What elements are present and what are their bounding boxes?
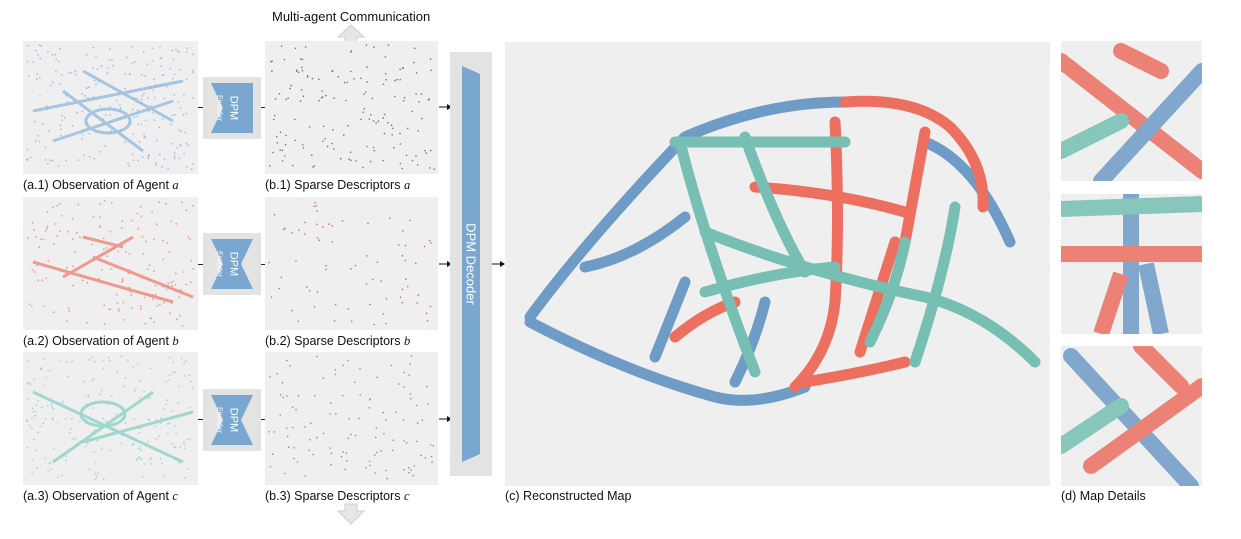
observation-caption-a: (a.1) Observation of Agent a xyxy=(23,178,179,192)
reconstructed-map-panel xyxy=(505,42,1050,486)
diagram-title: Multi-agent Communication xyxy=(272,9,431,24)
observation-panel-a xyxy=(23,41,198,174)
observation-caption-b: (a.2) Observation of Agent b xyxy=(23,334,179,348)
connector-obs-enc-a xyxy=(198,107,204,108)
connector-enc-desc-b xyxy=(261,264,266,265)
descriptor-panel-a xyxy=(265,41,438,174)
observation-panel-c xyxy=(23,352,198,485)
dpm-decoder[interactable]: DPM Decoder xyxy=(450,52,492,476)
encoder-shape-c xyxy=(211,395,253,445)
descriptor-caption-a: (b.1) Sparse Descriptors a xyxy=(265,178,411,192)
sparse-descriptors-a xyxy=(269,44,435,170)
connector-obs-enc-c xyxy=(198,419,204,420)
point-cloud-c xyxy=(26,355,194,481)
map-detail-image-1 xyxy=(1061,43,1202,181)
dpm-encoder-a[interactable]: DPM Encoder xyxy=(203,77,261,139)
communication-down-arrow xyxy=(336,503,366,525)
sparse-descriptors-c xyxy=(268,355,435,480)
connector-obs-enc-b xyxy=(198,264,204,265)
connector-enc-desc-a xyxy=(261,107,266,108)
arrow-to-decoder-b xyxy=(439,261,452,267)
dpm-encoder-c[interactable]: DPM Encoder xyxy=(203,389,261,451)
dpm-encoder-b[interactable]: DPM Encoder xyxy=(203,233,261,295)
decoder-shape xyxy=(462,66,480,462)
point-cloud-a xyxy=(26,44,195,171)
arrow-to-map xyxy=(492,261,505,267)
encoder-shape-a xyxy=(211,83,253,133)
details-caption: (d) Map Details xyxy=(1061,489,1146,503)
point-cloud-b xyxy=(27,200,195,327)
observation-caption-c: (a.3) Observation of Agent c xyxy=(23,489,178,503)
map-detail-2 xyxy=(1061,194,1202,334)
arrow-to-decoder-a xyxy=(439,104,452,110)
descriptor-caption-c: (b.3) Sparse Descriptors c xyxy=(265,489,410,503)
connector-enc-desc-c xyxy=(261,419,266,420)
descriptor-panel-c xyxy=(265,352,438,485)
map-detail-image-3 xyxy=(1061,346,1202,486)
map-detail-image-2 xyxy=(1061,194,1202,334)
map-caption: (c) Reconstructed Map xyxy=(505,489,632,503)
descriptor-caption-b: (b.2) Sparse Descriptors b xyxy=(265,334,411,348)
encoder-shape-b xyxy=(211,239,253,289)
observation-panel-b xyxy=(23,197,198,330)
map-detail-3 xyxy=(1061,346,1202,486)
map-detail-1 xyxy=(1061,41,1202,181)
sparse-descriptors-b xyxy=(268,201,432,326)
reconstructed-map xyxy=(524,95,1041,406)
descriptor-panel-b xyxy=(265,197,438,330)
arrow-to-decoder-c xyxy=(439,416,452,422)
